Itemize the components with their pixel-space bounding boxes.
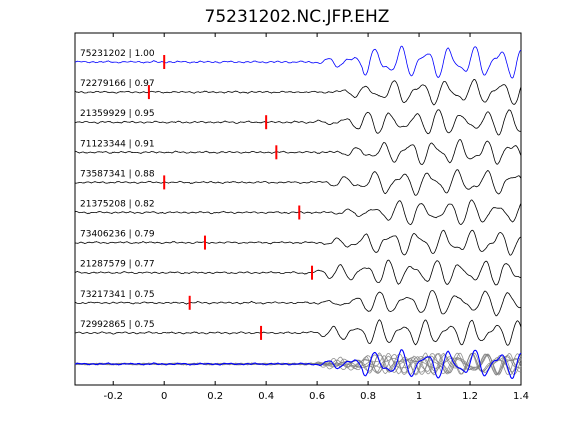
trace-label: 72992865 | 0.75 bbox=[80, 320, 155, 330]
x-axis: -0.2 0 0.2 0.4 0.6 0.8 1 1.2 1.4 bbox=[103, 33, 529, 402]
stack-reference-line bbox=[74, 349, 522, 379]
stack-group bbox=[74, 349, 522, 379]
x-tick-label: 1 bbox=[416, 391, 422, 402]
x-tick-label: 0 bbox=[161, 391, 167, 402]
trace-label: 73406236 | 0.79 bbox=[80, 230, 155, 240]
trace-line bbox=[74, 169, 522, 196]
stack-trace-line bbox=[74, 352, 522, 375]
x-tick-label: 0.2 bbox=[207, 391, 223, 402]
trace-line bbox=[74, 229, 522, 256]
trace-label: 21287579 | 0.77 bbox=[80, 260, 155, 270]
trace-line bbox=[74, 259, 522, 286]
trace-label: 21375208 | 0.82 bbox=[80, 200, 155, 210]
pick-group bbox=[147, 55, 314, 340]
chart-title: 75231202.NC.JFP.EHZ bbox=[205, 7, 390, 27]
trace-line bbox=[74, 109, 522, 136]
x-tick-label: 0.6 bbox=[309, 391, 325, 402]
trace-label: 73587341 | 0.88 bbox=[80, 169, 155, 179]
trace-line bbox=[74, 290, 522, 317]
x-tick-label: 0.8 bbox=[360, 391, 376, 402]
x-tick-label: 1.2 bbox=[462, 391, 478, 402]
x-tick-label: 1.4 bbox=[513, 391, 529, 402]
trace-label: 75231202 | 1.00 bbox=[80, 49, 155, 59]
trace-line bbox=[74, 139, 522, 165]
trace-label: 21359929 | 0.95 bbox=[80, 109, 155, 119]
trace-line bbox=[74, 319, 522, 346]
trace-label: 72279166 | 0.97 bbox=[80, 79, 155, 89]
x-tick-label: 0.4 bbox=[258, 391, 274, 402]
trace-label-group: 75231202 | 1.00 72279166 | 0.97 21359929 |… bbox=[80, 49, 155, 330]
trace-line bbox=[74, 45, 522, 79]
trace-line bbox=[74, 199, 522, 226]
trace-label: 71123344 | 0.91 bbox=[80, 139, 155, 149]
trace-label: 73217341 | 0.75 bbox=[80, 290, 155, 300]
x-tick-label: -0.2 bbox=[103, 391, 123, 402]
